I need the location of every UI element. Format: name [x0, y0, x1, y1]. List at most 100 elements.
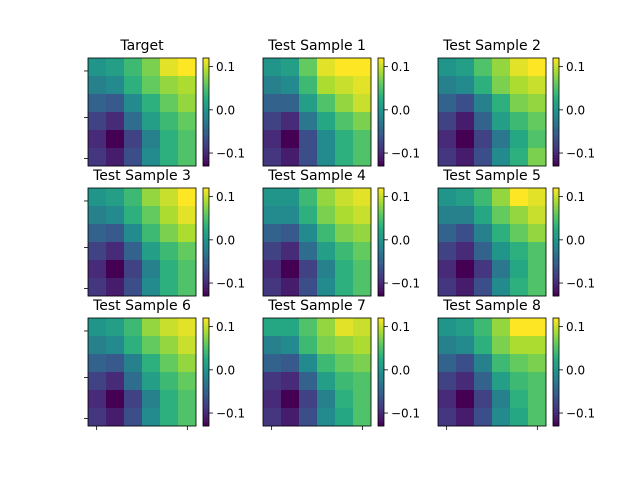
heatmap-cell: [263, 318, 282, 337]
colorbar-segment: [553, 233, 559, 237]
heatmap-cell: [88, 242, 107, 261]
colorbar-segment: [203, 293, 209, 297]
heatmap-cell: [124, 390, 143, 409]
colorbar-segment: [203, 279, 209, 283]
colorbar-segment: [378, 101, 384, 105]
heatmap-cell: [510, 58, 529, 77]
heatmap-cell: [492, 408, 511, 427]
heatmap-cell: [263, 336, 282, 355]
heatmap-cell: [492, 188, 511, 207]
colorbar-segment: [378, 63, 384, 67]
colorbar-segment: [378, 336, 384, 340]
colorbar-segment: [378, 361, 384, 365]
heatmap-cell: [106, 206, 125, 225]
heatmap-cell: [438, 260, 457, 279]
heatmap-cell: [124, 318, 143, 337]
heatmap-cell: [281, 354, 300, 373]
heatmap-cell: [160, 130, 179, 149]
heatmap-cell: [438, 372, 457, 391]
colorbar-segment: [553, 369, 559, 373]
colorbar-segment: [203, 68, 209, 72]
colorbar-segment: [553, 252, 559, 256]
colorbar-segment: [378, 334, 384, 338]
colorbar-segment: [203, 87, 209, 91]
colorbar-segment: [203, 220, 209, 224]
colorbar-segment: [553, 420, 559, 424]
colorbar-segment: [553, 334, 559, 338]
colorbar-segment: [553, 242, 559, 245]
colorbar-segment: [553, 417, 559, 421]
heatmap-cell: [456, 206, 475, 225]
colorbar-segment: [378, 93, 384, 97]
heatmap-cell: [474, 224, 493, 243]
heatmap-cell: [492, 372, 511, 391]
colorbar-segment: [378, 266, 384, 270]
heatmap-cell: [438, 278, 457, 297]
colorbar-segment: [553, 163, 559, 167]
heatmap-cell: [317, 242, 336, 261]
heatmap-cell: [510, 336, 529, 355]
colorbar-segment: [378, 209, 384, 213]
heatmap-cell: [335, 242, 354, 261]
colorbar-segment: [378, 260, 384, 264]
heatmap-cell: [299, 260, 318, 279]
colorbar-segment: [203, 423, 209, 427]
heatmap-panel: Test Sample 4 0.1 0.0 −0.1: [262, 168, 420, 297]
colorbar-tick-label: 0.1: [391, 190, 410, 204]
colorbar-segment: [203, 201, 209, 205]
heatmap-cell: [299, 76, 318, 95]
colorbar-segment: [553, 217, 559, 221]
heatmap-cell: [317, 94, 336, 113]
colorbar-segment: [553, 103, 559, 107]
heatmap-cell: [281, 76, 300, 95]
heatmap-cell: [335, 278, 354, 297]
colorbar-segment: [553, 385, 559, 389]
heatmap-cell: [263, 278, 282, 297]
colorbar-tick-label: 0.0: [566, 363, 585, 377]
colorbar-tick-label: 0.0: [216, 103, 235, 117]
heatmap-cell: [124, 76, 143, 95]
colorbar-tick-label: −0.1: [216, 407, 245, 421]
heatmap-cell: [510, 188, 529, 207]
heatmap-cell: [124, 58, 143, 77]
heatmap-cell: [317, 206, 336, 225]
heatmap-cell: [263, 148, 282, 167]
heatmap-cell: [178, 408, 197, 427]
colorbar-segment: [203, 415, 209, 419]
colorbar-segment: [203, 420, 209, 424]
colorbar-segment: [553, 336, 559, 340]
colorbar-segment: [378, 152, 384, 156]
heatmap-cell: [263, 188, 282, 207]
colorbar-segment: [378, 74, 384, 78]
heatmap-cell: [160, 408, 179, 427]
colorbar-segment: [378, 423, 384, 427]
colorbar-segment: [553, 85, 559, 88]
colorbar-segment: [203, 228, 209, 232]
colorbar-segment: [203, 144, 209, 148]
colorbar-segment: [203, 331, 209, 335]
heatmap-cell: [317, 372, 336, 391]
heatmap-cell: [492, 76, 511, 95]
colorbar-segment: [203, 112, 209, 115]
colorbar-segment: [553, 353, 559, 357]
colorbar-tick-label: −0.1: [391, 147, 420, 161]
heatmap-cell: [510, 354, 529, 373]
heatmap-cell: [263, 94, 282, 113]
heatmap-cell: [160, 354, 179, 373]
heatmap-cell: [160, 224, 179, 243]
heatmap-cell: [124, 206, 143, 225]
heatmap-cell: [142, 390, 161, 409]
colorbar-segment: [203, 277, 209, 281]
colorbar-segment: [553, 363, 559, 367]
colorbar-segment: [203, 399, 209, 402]
heatmap-cell: [353, 130, 372, 149]
heatmap-cell: [335, 148, 354, 167]
heatmap-cell: [106, 336, 125, 355]
colorbar-segment: [378, 388, 384, 392]
heatmap-cell: [335, 112, 354, 131]
heatmap-cell: [142, 372, 161, 391]
colorbar-segment: [378, 263, 384, 267]
colorbar-segment: [553, 215, 559, 218]
heatmap-cell: [299, 372, 318, 391]
colorbar-segment: [378, 372, 384, 375]
